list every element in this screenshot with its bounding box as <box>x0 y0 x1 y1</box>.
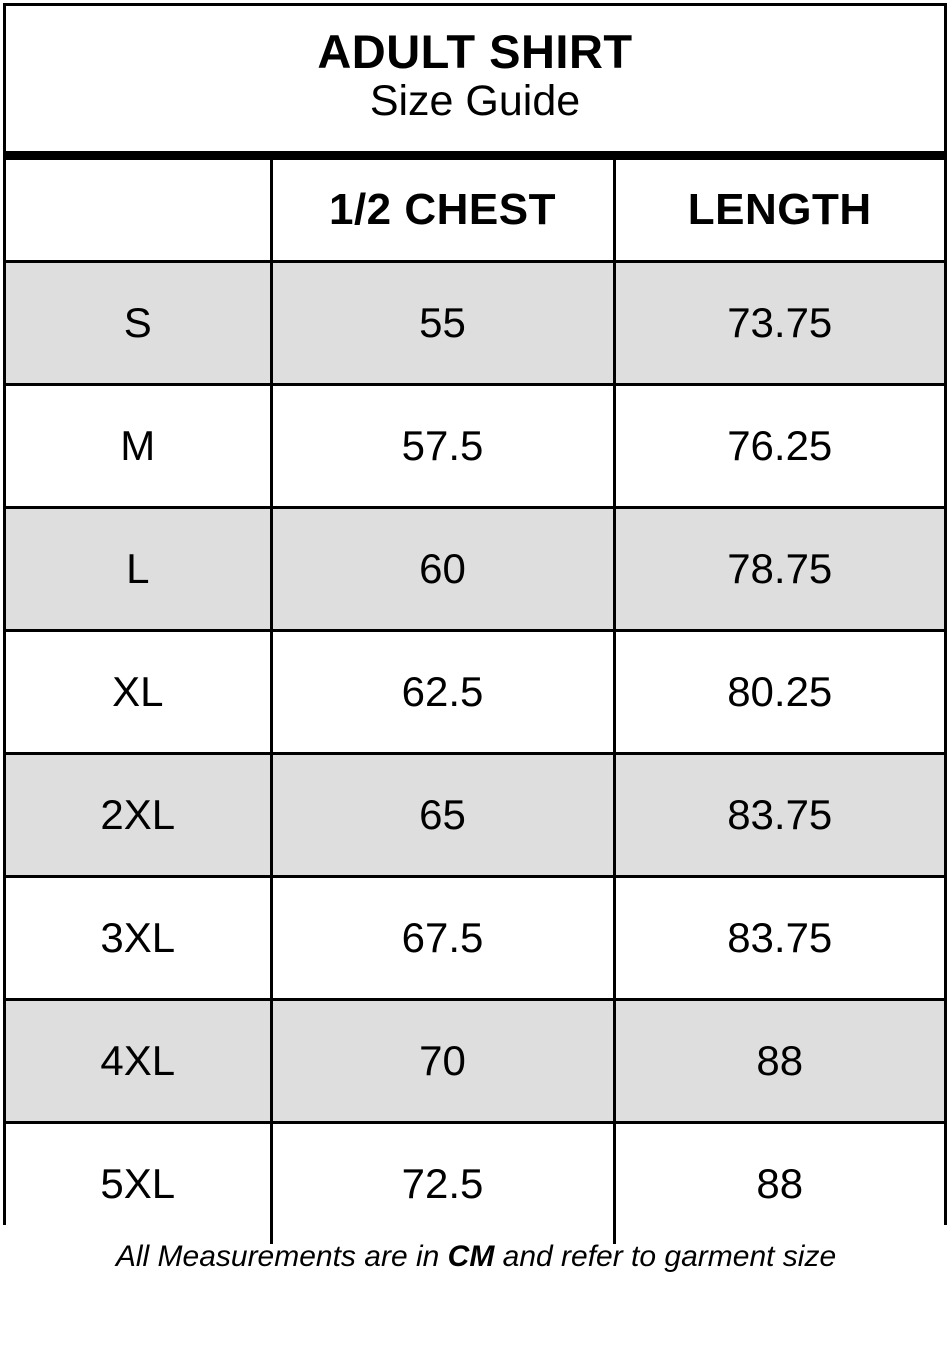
cell-length: 83.75 <box>612 876 944 1001</box>
cell-half-chest: 72.5 <box>269 1122 614 1244</box>
page-subtitle: Size Guide <box>369 77 581 126</box>
cell-size: M <box>6 384 271 509</box>
table-row: 5XL 72.5 88 <box>6 1122 944 1244</box>
cell-length: 83.75 <box>612 753 944 878</box>
cell-size: 5XL <box>6 1122 271 1244</box>
table-row: 2XL 65 83.75 <box>6 753 944 878</box>
table-row: 4XL 70 88 <box>6 999 944 1124</box>
cell-half-chest: 57.5 <box>269 384 614 509</box>
cell-half-chest: 67.5 <box>269 876 614 1001</box>
cell-length: 88 <box>612 999 944 1124</box>
table-row: L 60 78.75 <box>6 507 944 632</box>
cell-length: 80.25 <box>612 630 944 755</box>
cell-length: 73.75 <box>612 261 944 386</box>
cell-half-chest: 62.5 <box>269 630 614 755</box>
column-header-size <box>6 160 271 263</box>
note-unit: CM <box>447 1240 495 1273</box>
cell-half-chest: 65 <box>269 753 614 878</box>
cell-size: S <box>6 261 271 386</box>
table-row: M 57.5 76.25 <box>6 384 944 509</box>
size-guide-frame: ADULT SHIRT Size Guide 1/2 CHEST LENGTH … <box>3 3 947 1244</box>
cell-size: 2XL <box>6 753 271 878</box>
cell-size: XL <box>6 630 271 755</box>
measurement-note: All Measurements are in CM and refer to … <box>0 1240 952 1274</box>
table-header: 1/2 CHEST LENGTH <box>6 160 944 263</box>
table-row: XL 62.5 80.25 <box>6 630 944 755</box>
cell-size: L <box>6 507 271 632</box>
header-row: 1/2 CHEST LENGTH <box>6 160 944 263</box>
cell-half-chest: 70 <box>269 999 614 1124</box>
column-header-length: LENGTH <box>612 160 944 263</box>
note-text-before: All Measurements are in <box>115 1240 448 1273</box>
cell-length: 88 <box>612 1122 944 1244</box>
size-table: 1/2 CHEST LENGTH S 55 73.75 M 57.5 76.25… <box>6 160 944 1244</box>
cell-half-chest: 55 <box>269 261 614 386</box>
title-block: ADULT SHIRT Size Guide <box>6 6 944 151</box>
table-body: S 55 73.75 M 57.5 76.25 L 60 78.75 XL 62… <box>6 261 944 1244</box>
cell-half-chest: 60 <box>269 507 614 632</box>
cell-length: 78.75 <box>612 507 944 632</box>
title-divider <box>6 151 944 160</box>
cell-size: 3XL <box>6 876 271 1001</box>
cell-length: 76.25 <box>612 384 944 509</box>
table-row: 3XL 67.5 83.75 <box>6 876 944 1001</box>
cell-size: 4XL <box>6 999 271 1124</box>
note-text-after: and refer to garment size <box>494 1240 837 1273</box>
table-row: S 55 73.75 <box>6 261 944 386</box>
page-title: ADULT SHIRT <box>317 25 633 79</box>
column-header-half-chest: 1/2 CHEST <box>269 160 614 263</box>
